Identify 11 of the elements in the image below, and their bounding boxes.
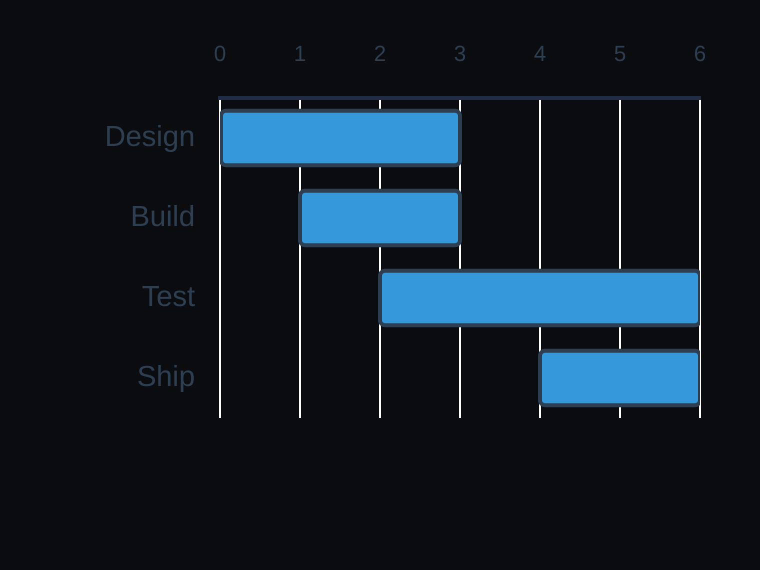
x-tick-label: 2 [374, 40, 386, 66]
x-tick-label: 4 [534, 40, 546, 66]
y-tick-label: Test [142, 281, 195, 313]
y-tick-label: Ship [136, 361, 195, 393]
y-tick-label: Build [130, 201, 195, 233]
y-tick-label: Design [104, 121, 195, 153]
x-tick-label: 5 [614, 40, 626, 66]
x-tick-label: 3 [454, 40, 466, 66]
x-tick-label: 6 [694, 40, 706, 66]
x-tick-label: 1 [294, 40, 306, 66]
x-tick-label: 0 [214, 40, 226, 66]
